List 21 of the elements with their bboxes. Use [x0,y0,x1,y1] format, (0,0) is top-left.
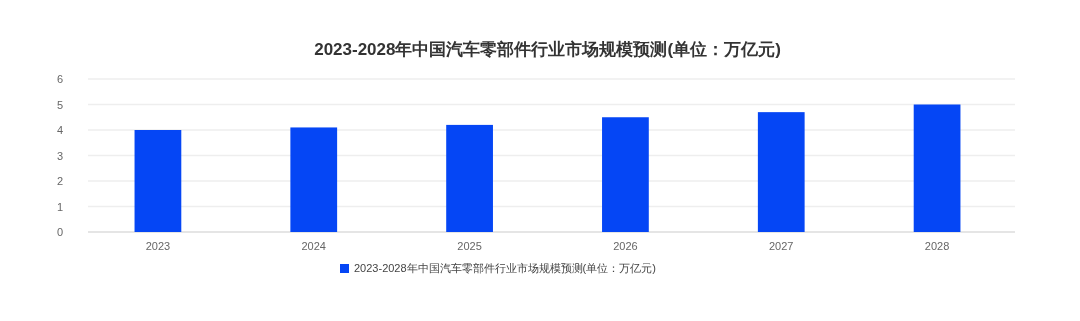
x-tick-label: 2024 [301,240,326,252]
bar [757,112,805,232]
y-tick-label: 4 [56,124,64,136]
y-tick-label: 3 [56,149,64,162]
x-tick-label: 2028 [924,240,950,252]
y-tick-label: 1 [56,200,64,213]
x-tick-label: 2027 [769,240,794,252]
y-tick-label: 0 [56,226,64,238]
legend-label: 2023-2028年中国汽车零部件行业市场规模预测(单位：万亿元) [354,262,656,274]
y-tick-label: 6 [56,73,64,85]
x-tick-label: 2025 [457,240,482,252]
y-tick-label: 2 [56,175,64,187]
bar [913,104,961,232]
bar [446,124,493,232]
y-tick-label: 5 [56,98,64,111]
bar [134,130,182,232]
x-tick-label: 2026 [613,240,638,252]
x-tick-label: 2023 [145,240,171,252]
bar [602,117,649,232]
chart-title: 2023-2028年中国汽车零部件行业市场规模预测(单位：万亿元) [314,40,781,59]
bar [290,127,338,232]
